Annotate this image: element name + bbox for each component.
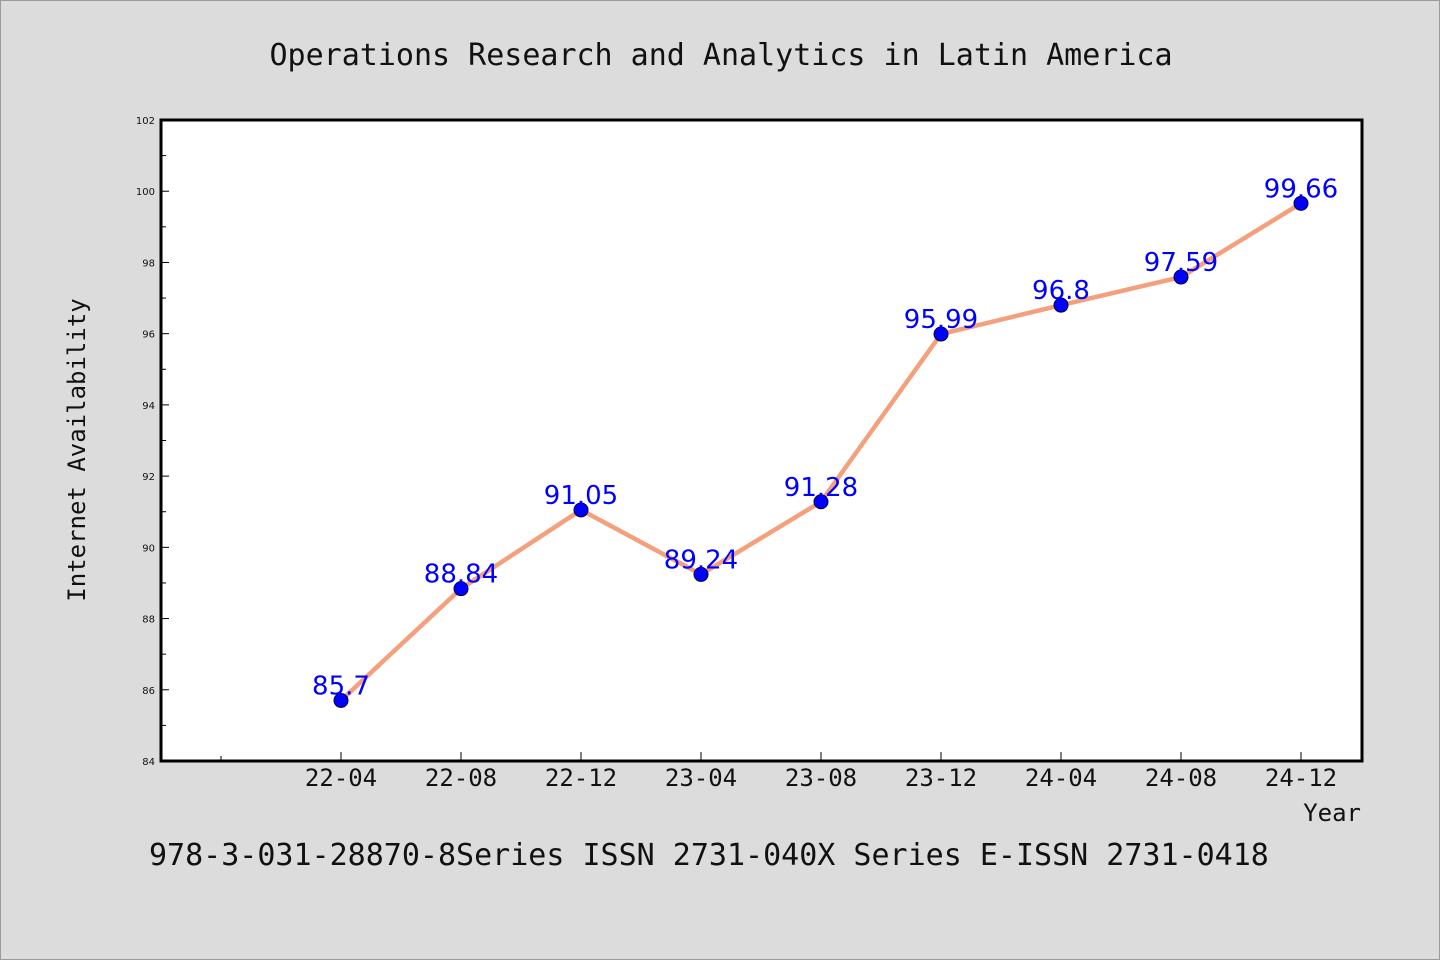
data-point [1173,269,1189,285]
data-label: 89.24 [664,545,738,575]
data-label: 97.59 [1144,248,1218,278]
data-label: 95.99 [904,305,978,335]
x-axis-label: Year [1303,799,1361,827]
data-label: 96.8 [1032,276,1090,306]
data-label: 88.84 [424,560,498,590]
x-tick-label: 22-12 [545,764,617,792]
data-point [453,581,469,597]
data-point [1053,297,1069,313]
y-tick-label: 96 [142,330,155,341]
data-point [813,494,829,510]
x-tick-label: 23-04 [665,764,737,792]
y-tick-label: 98 [142,258,155,269]
data-markers [333,195,1309,708]
y-tick-label: 88 [142,615,155,626]
x-tick-label: 22-04 [305,764,377,792]
y-tick-label: 92 [142,472,155,483]
x-axis: 22-04 22-08 22-12 23-04 23-08 23-12 24-04 24-08… [220,752,1337,792]
y-axis-label: Internet Availability [63,298,91,601]
data-point [933,326,949,342]
data-point [573,502,589,518]
data-label: 91.05 [544,481,618,511]
y-tick-label: 90 [142,543,155,554]
data-label: 99.66 [1264,174,1338,204]
y-tick-label: 86 [142,686,155,697]
x-tick-label: 24-04 [1025,764,1097,792]
x-tick-label: 24-08 [1145,764,1217,792]
x-tick-label: 24-12 [1265,764,1337,792]
footer-isbn-issn: 978-3-031-28870-8Series ISSN 2731-040X S… [149,838,1269,873]
x-tick-label: 22-08 [425,764,497,792]
data-point [333,692,349,708]
data-label: 91.28 [784,473,858,503]
y-tick-label: 84 [142,757,155,768]
y-tick-label: 100 [136,187,155,198]
data-label: 85.7 [312,671,370,701]
y-tick-label: 94 [142,401,155,412]
x-tick-label: 23-12 [905,764,977,792]
plot-area [159,118,1364,763]
data-labels: 85.7 88.84 91.05 89.24 91.28 95.99 96.8 97.59 99… [312,174,1338,701]
data-point [1293,195,1309,211]
data-point [693,566,709,582]
x-tick-label: 23-08 [785,764,857,792]
y-tick-label: 102 [136,116,155,127]
y-axis: 84 86 88 90 92 94 96 98 100 102 [136,116,169,768]
chart-title: Operations Research and Analytics in Lat… [269,38,1172,73]
